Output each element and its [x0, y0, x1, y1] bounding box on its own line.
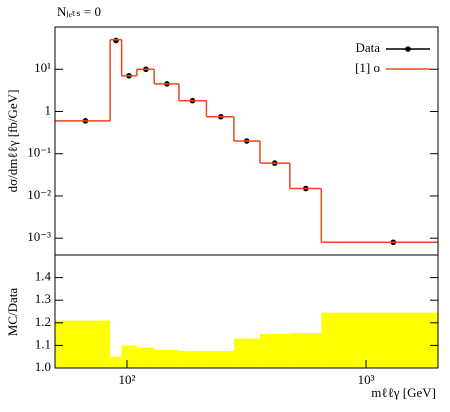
ratio-bar [110, 356, 122, 368]
legend-marker [405, 46, 411, 52]
plot-frame [54, 254, 439, 369]
y-tick-label: 1.3 [35, 291, 51, 306]
ratio-bar [178, 351, 207, 368]
legend-label: Data [355, 40, 380, 55]
y-tick-label: 10⁻³ [27, 229, 51, 244]
ratio-bar [206, 351, 234, 368]
y-tick-label: 1 [45, 102, 52, 117]
ratio-bar [259, 334, 290, 368]
y-tick-label: 1.0 [35, 359, 51, 374]
x-axis-label: mℓℓγ [GeV] [371, 385, 436, 400]
ratio-bar [121, 345, 137, 368]
y-tick-label: 1.1 [35, 336, 51, 351]
y-axis-label: dσ/dmℓℓγ [fb/GeV] [5, 90, 20, 193]
ratio-bar [233, 338, 260, 368]
x-tick-label: 10² [119, 372, 136, 387]
y-tick-label: 1.4 [35, 269, 52, 284]
x-tick-label: 10³ [358, 372, 375, 387]
legend-label: [1] o [355, 60, 380, 75]
ratio-bar [136, 347, 155, 368]
y-tick-label: 10⁻² [27, 187, 51, 202]
ratio-y-axis-label: MC/Data [5, 288, 20, 337]
ratio-bar [321, 312, 438, 368]
chart-title: Nⱼₑₜₛ = 0 [57, 4, 101, 19]
y-tick-label: 1.2 [35, 314, 51, 329]
y-tick-label: 10¹ [34, 60, 51, 75]
ratio-bar [289, 332, 322, 368]
ratio-bar [55, 320, 111, 368]
y-tick-label: 10⁻¹ [27, 145, 51, 160]
ratio-bar [154, 349, 179, 368]
